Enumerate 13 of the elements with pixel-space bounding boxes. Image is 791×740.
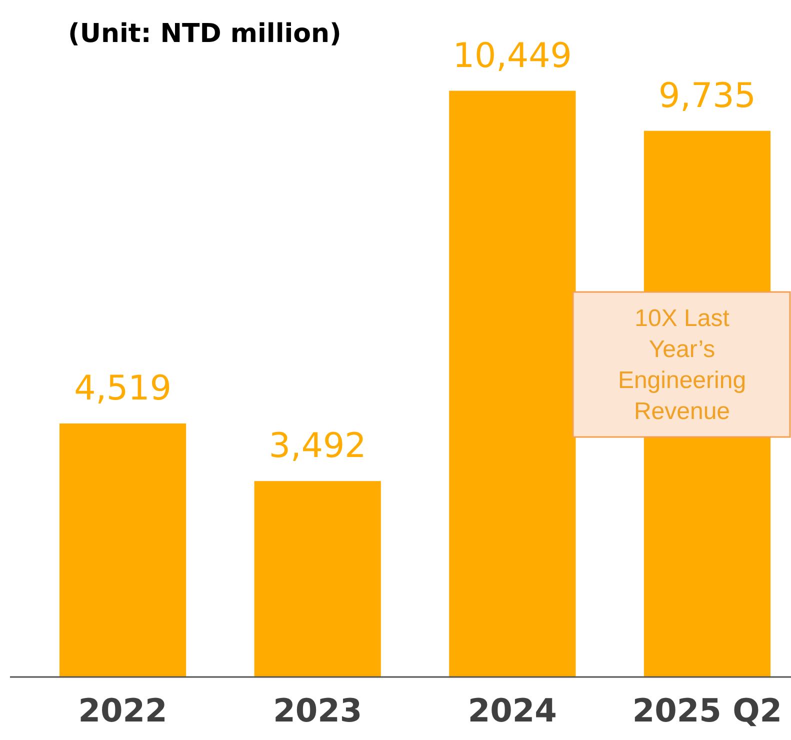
bar [449, 90, 576, 677]
x-tick-label: 2022 [78, 692, 168, 730]
bar [254, 481, 381, 677]
x-tick-label: 2024 [468, 692, 557, 730]
x-tick-label: 2025 Q2 [632, 692, 782, 730]
data-label: 3,492 [268, 426, 366, 466]
annotation: 10X Last Year’s Engineering Revenue [618, 305, 746, 425]
data-label: 10,449 [452, 36, 572, 76]
x-tick-label: 2023 [273, 692, 362, 730]
data-label: 9,735 [658, 76, 756, 116]
data-label: 4,519 [74, 368, 172, 408]
bar [59, 423, 186, 677]
chart-title: (Unit: NTD million) [68, 19, 342, 49]
